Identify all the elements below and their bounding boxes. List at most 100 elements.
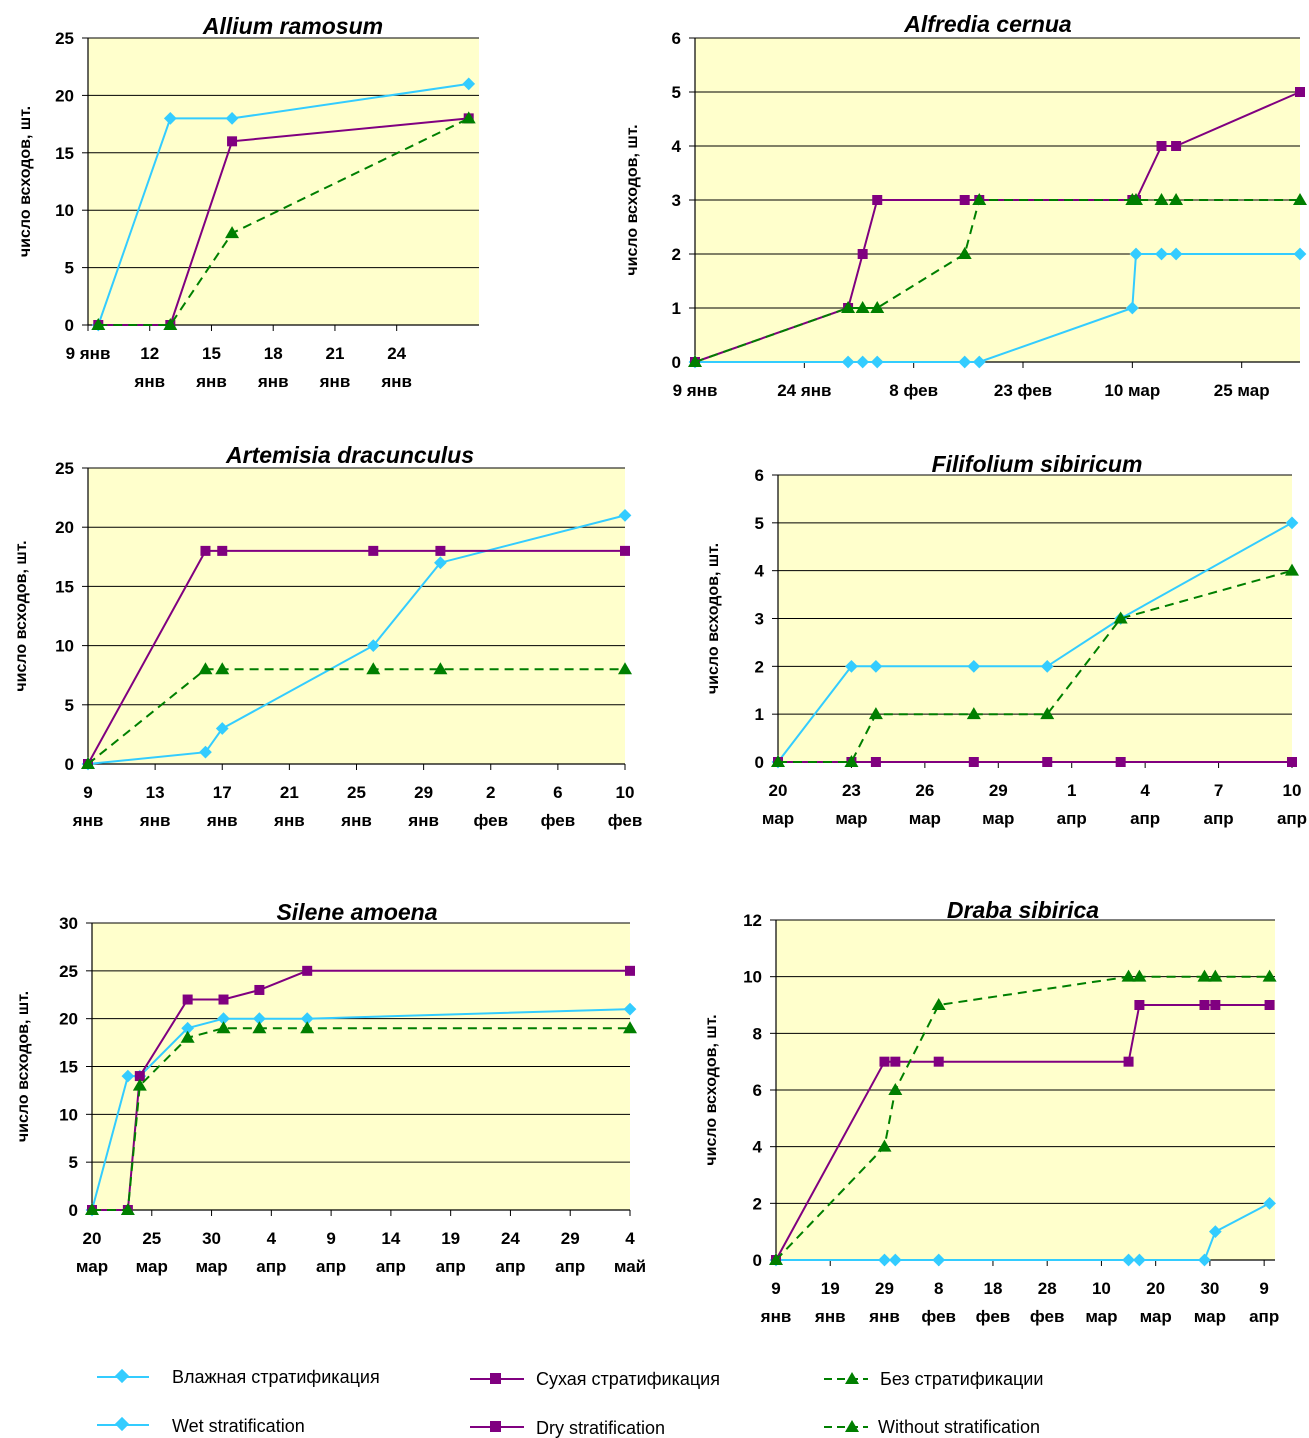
data-point-without [1132, 969, 1147, 982]
y-axis-label: число всходов, шт. [17, 106, 34, 257]
x-tick-label: 2 [486, 783, 495, 802]
series-without [81, 662, 632, 769]
series-line-without [87, 668, 625, 765]
series-without [85, 1021, 637, 1215]
data-point-without [769, 1253, 783, 1265]
data-point-without [1293, 193, 1307, 205]
data-point-without [1169, 193, 1184, 205]
data-point-wet [181, 1021, 195, 1035]
data-point-without [888, 1083, 903, 1095]
x-tick-label-month: апр [1249, 1307, 1279, 1326]
y-tick-label: 2 [755, 657, 764, 676]
x-tick-label-month: фев [1030, 1307, 1065, 1326]
x-tick-label: 24 [387, 344, 406, 363]
data-point-wet [1122, 1253, 1135, 1267]
data-point-wet [1263, 1196, 1276, 1210]
legend-wet-en-label: Wet stratification [172, 1416, 305, 1436]
data-point-dry [1042, 757, 1053, 767]
legend-wet-marker [114, 1368, 130, 1384]
x-tick-label-month: апр [495, 1257, 525, 1276]
y-tick-label: 0 [65, 755, 74, 774]
data-point-without [85, 1203, 99, 1215]
x-tick-label: 9 [83, 783, 92, 802]
y-tick-label: 5 [69, 1153, 78, 1172]
chart-title: Silene amoena [276, 899, 437, 925]
data-point-without [966, 707, 981, 720]
data-point-without [216, 1021, 231, 1034]
x-tick-label: 15 [202, 344, 221, 363]
x-tick-label: 9 янв [66, 344, 111, 363]
data-point-dry [1171, 141, 1182, 151]
y-tick-label: 10 [55, 637, 74, 656]
data-point-dry [368, 545, 379, 556]
x-tick-label: 29 [561, 1229, 580, 1248]
data-point-dry [254, 984, 265, 995]
x-tick-label-month: апр [1204, 809, 1234, 828]
y-axis-label: число всходов, шт. [703, 1014, 720, 1165]
y-tick-label: 6 [755, 466, 764, 485]
legend-dry-marker-en [490, 1421, 501, 1432]
chart-title: Alfredia cernua [903, 11, 1072, 37]
data-point-without [1197, 969, 1212, 982]
series-line-without [98, 117, 470, 326]
data-point-without [688, 355, 702, 367]
legend-without-marker-en [845, 1420, 859, 1432]
data-point-without [957, 247, 972, 259]
data-point-without [855, 301, 870, 313]
legend-item-wet-ru: Влажная стратификация [97, 1367, 380, 1387]
data-point-without [180, 1030, 195, 1043]
y-tick-label: 10 [55, 201, 74, 220]
y-tick-label: 15 [55, 577, 74, 596]
data-point-dry [933, 1056, 944, 1067]
x-tick-label: 9 [1259, 1279, 1268, 1298]
y-tick-label: 2 [753, 1194, 762, 1213]
x-tick-label-month: янв [206, 811, 238, 830]
x-tick-label: 4 [1140, 781, 1150, 800]
y-tick-label: 6 [672, 29, 681, 48]
data-point-dry [1199, 1000, 1210, 1010]
x-tick-label: 17 [213, 783, 232, 802]
x-tick-label-month: янв [133, 372, 165, 391]
x-tick-label-month: мар [762, 809, 794, 828]
data-point-wet [1198, 1253, 1211, 1267]
data-point-dry [182, 994, 193, 1005]
legend-without-marker [845, 1372, 859, 1384]
data-point-without [1113, 611, 1128, 624]
chart-3: 0 5 10 15 20 25 9 янв 13 янв 17 янв 21 янв 25 янв 29 янв 2… [13, 442, 642, 830]
data-point-wet [163, 111, 177, 125]
data-point-dry [872, 195, 883, 205]
x-tick-label-month: фев [976, 1307, 1011, 1326]
x-tick-label: 19 [441, 1229, 460, 1248]
series-without [769, 969, 1277, 1265]
data-point-without [1121, 969, 1136, 982]
x-tick-label: 20 [1146, 1279, 1165, 1298]
x-tick-label: 4 [267, 1229, 277, 1248]
data-point-without [841, 301, 856, 313]
x-tick-label: 4 [625, 1229, 635, 1248]
x-tick-label: 20 [769, 781, 788, 800]
x-tick-label-month: янв [380, 372, 412, 391]
chart-5: 0 5 10 15 20 25 30 20 мар 25 мар 30 мар 4 апр 9 апр 14 апр… [15, 899, 646, 1276]
legend-item-without-ru: Без стратификации [824, 1369, 1043, 1389]
x-tick-label-month: мар [76, 1257, 108, 1276]
x-tick-label: 21 [280, 783, 299, 802]
y-tick-label: 25 [59, 962, 78, 981]
chart-title: Artemisia dracunculus [225, 442, 474, 468]
x-tick-label: 18 [264, 344, 283, 363]
data-point-dry [1123, 1056, 1134, 1067]
y-tick-label: 10 [59, 1105, 78, 1124]
data-point-without [366, 662, 381, 675]
x-tick-label: 26 [915, 781, 934, 800]
data-point-without [877, 1139, 892, 1152]
y-tick-label: 25 [55, 29, 74, 48]
x-tick-label-month: янв [319, 372, 351, 391]
x-tick-label-month: апр [1057, 809, 1087, 828]
x-tick-label: 25 [347, 783, 366, 802]
data-point-dry [227, 136, 238, 147]
legend-without-en-label: Without stratification [878, 1417, 1040, 1437]
data-point-dry [1287, 757, 1297, 767]
data-point-dry [435, 545, 446, 556]
y-tick-label: 20 [55, 518, 74, 537]
x-tick-label-month: фев [541, 811, 576, 830]
x-tick-label-month: апр [1277, 809, 1307, 828]
